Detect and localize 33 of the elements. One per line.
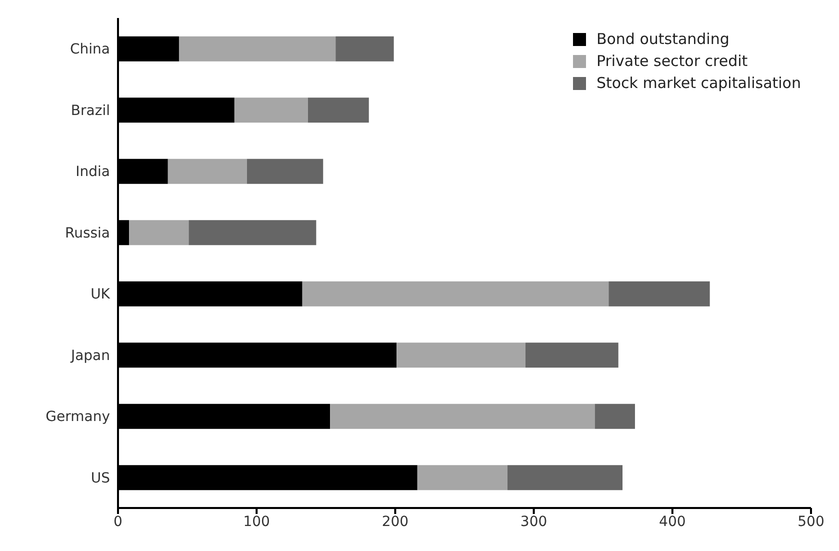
bar — [396, 342, 526, 368]
bar — [507, 465, 623, 490]
y-tick-label: Japan — [70, 348, 110, 364]
y-tick-label: China — [70, 42, 110, 58]
x-tick-label: 0 — [114, 514, 122, 530]
y-tick-label: US — [90, 470, 110, 486]
bar — [188, 220, 316, 246]
legend-label: Private sector credit — [596, 52, 748, 70]
bar — [525, 342, 618, 368]
y-tick-label: Germany — [46, 409, 110, 426]
y-tick-label: Brazil — [70, 102, 110, 119]
x-tick-label: 500 — [798, 514, 824, 530]
bar — [246, 158, 324, 184]
bar — [330, 404, 595, 429]
bar — [608, 281, 710, 306]
x-tick-label: 200 — [382, 514, 409, 530]
y-tick-label: India — [76, 164, 110, 180]
x-tick-label: 100 — [243, 514, 270, 530]
bar — [308, 98, 369, 123]
bar — [302, 281, 609, 306]
x-tick-label: 400 — [659, 514, 686, 530]
legend-label: Stock market capitalisation — [596, 74, 801, 92]
bar — [168, 158, 247, 184]
bar — [234, 98, 308, 123]
bar — [129, 220, 189, 246]
x-tick-label: 300 — [520, 514, 548, 530]
y-tick-label: Russia — [64, 225, 110, 242]
bar — [594, 404, 635, 429]
legend-label: Bond outstanding — [596, 30, 730, 48]
bar — [417, 465, 508, 490]
y-tick-label: UK — [90, 286, 111, 303]
bar — [336, 36, 394, 62]
bar — [178, 36, 336, 62]
